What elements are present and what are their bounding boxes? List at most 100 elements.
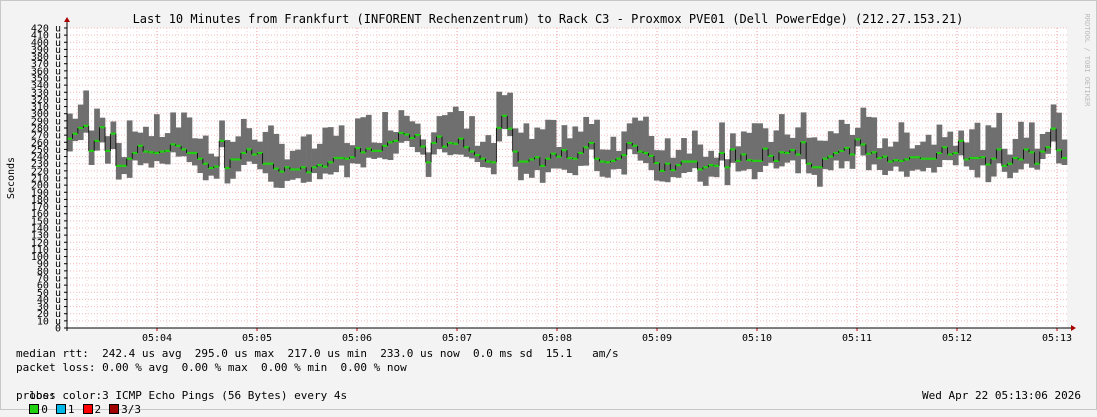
smoke-band <box>518 132 524 181</box>
smoke-band <box>83 90 90 133</box>
y-axis-label: Seconds <box>6 157 17 199</box>
smoke-band <box>115 143 122 180</box>
y-tick-label: 260 u <box>31 138 61 149</box>
y-tick-label: 130 u <box>31 231 61 242</box>
smoke-band <box>268 125 274 182</box>
smoke-band <box>1012 138 1019 173</box>
smoke-band <box>273 133 280 188</box>
y-axis-arrow <box>64 17 70 22</box>
smoke-band <box>197 138 204 174</box>
smoke-band <box>360 117 367 168</box>
y-tick-label: 390 u <box>31 45 61 56</box>
smoke-band <box>202 135 209 181</box>
smoke-band <box>355 118 361 164</box>
smoke-band <box>903 132 910 177</box>
smoke-band <box>153 114 160 162</box>
smoke-band <box>300 136 307 183</box>
smoke-band <box>126 120 133 178</box>
smoke-band <box>224 140 231 184</box>
smoke-band <box>583 116 590 166</box>
smoke-band <box>88 130 95 165</box>
smoke-band <box>730 133 736 163</box>
smoke-band <box>653 150 660 181</box>
x-tick-label: 05:05 <box>242 333 272 344</box>
smoke-band <box>409 121 416 147</box>
smoke-band <box>1001 148 1008 172</box>
y-tick-label: 120 u <box>31 238 61 249</box>
smoke-band <box>452 106 459 155</box>
smoke-band <box>713 157 720 178</box>
smoke-band <box>746 132 753 170</box>
legend-packet-loss: packet loss: 0.00 % avg 0.00 % max 0.00 … <box>16 361 407 374</box>
smoke-band <box>458 111 465 155</box>
smoke-band <box>110 121 117 150</box>
timestamp: Wed Apr 22 05:13:06 2026 <box>922 389 1081 402</box>
y-tick-label: 370 u <box>31 59 61 70</box>
smoke-band <box>523 123 530 174</box>
smoke-band <box>311 148 318 174</box>
smoke-band <box>675 149 682 178</box>
median-series <box>67 114 1067 174</box>
smoke-band <box>942 137 948 161</box>
smoke-band <box>664 138 671 183</box>
smoke-band <box>480 141 486 168</box>
swatch-box <box>82 404 93 414</box>
y-tick-label: 210 u <box>31 174 61 185</box>
smoke-band <box>996 112 1003 164</box>
y-tick-label: 220 u <box>31 166 61 177</box>
y-tick-label: 290 u <box>31 116 61 127</box>
y-tick-label: 0 <box>55 324 61 335</box>
x-tick-label: 05:04 <box>142 333 172 344</box>
smoke-band <box>692 130 698 169</box>
x-tick-label: 05:11 <box>842 333 872 344</box>
smoke-band <box>534 127 541 171</box>
smoke-band <box>463 128 470 157</box>
smoke-band <box>284 159 291 181</box>
smoke-band <box>643 116 649 164</box>
smoke-band <box>257 141 263 170</box>
smoke-band <box>1018 121 1024 170</box>
smoke-band <box>338 125 345 166</box>
smoke-band <box>512 128 519 167</box>
smoke-band <box>708 150 715 177</box>
smoke-band <box>567 138 573 174</box>
y-tick-label: 230 u <box>31 159 61 170</box>
smoke-band <box>143 126 149 164</box>
smoke-band <box>833 133 840 161</box>
smoke-band <box>317 143 323 180</box>
y-tick-label: 420 u <box>31 24 61 35</box>
smoke-band <box>414 123 421 153</box>
smoke-band <box>490 143 497 175</box>
smoke-band <box>599 149 606 177</box>
smoke-band <box>447 112 454 156</box>
smoke-band <box>181 112 187 157</box>
smoke-band <box>159 136 166 164</box>
swatch-box <box>29 404 40 414</box>
smoke-band <box>539 129 546 183</box>
smoke-band <box>811 137 818 175</box>
smoke-band <box>67 113 73 152</box>
x-tick-label: 05:10 <box>742 333 772 344</box>
smoke-band <box>757 123 763 173</box>
y-tick-label: 20 u <box>37 309 61 320</box>
smoke-bands <box>67 90 1068 188</box>
smoke-band <box>800 112 807 160</box>
smoke-band <box>621 131 628 175</box>
smoke-band <box>925 134 932 168</box>
smoke-band <box>605 149 611 178</box>
y-tick-label: 60 u <box>37 281 61 292</box>
smoke-band <box>844 123 850 162</box>
smoke-band <box>99 117 106 143</box>
smoke-band <box>219 120 225 148</box>
smoke-band <box>192 138 198 166</box>
smoke-band <box>855 127 861 147</box>
smoke-band <box>561 125 568 170</box>
smoke-band <box>393 132 399 154</box>
smoke-band <box>572 126 579 176</box>
smoke-band <box>697 144 704 182</box>
smoke-band <box>751 123 758 180</box>
smoke-band <box>768 141 774 163</box>
smoke-band <box>681 138 687 174</box>
smoke-band <box>838 119 845 169</box>
smoke-band <box>1039 133 1046 160</box>
